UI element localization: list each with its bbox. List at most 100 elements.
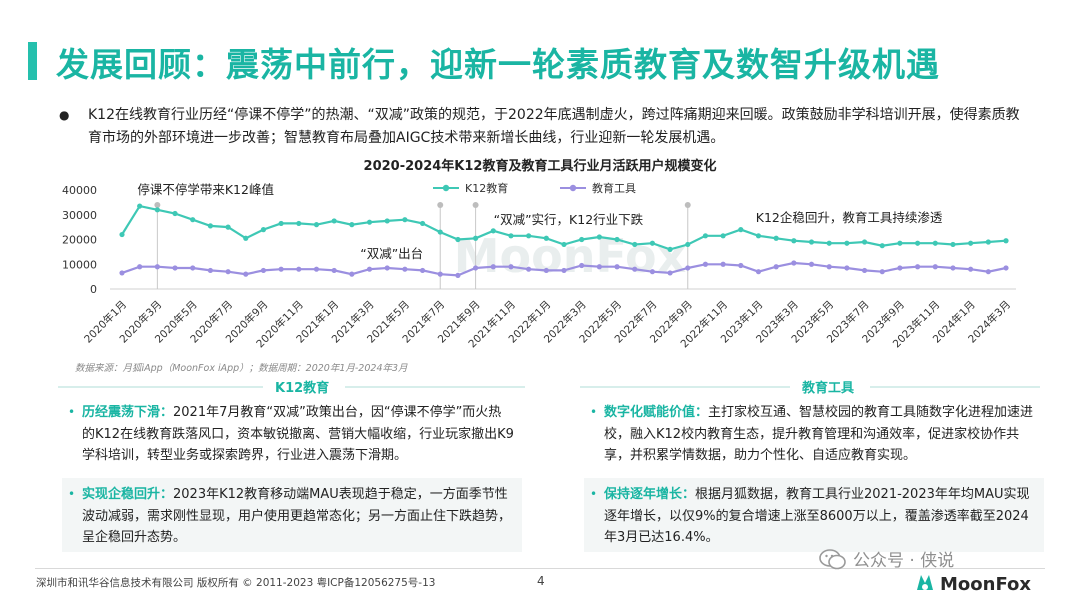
y-tick-label: 10000 bbox=[62, 258, 97, 271]
data-point bbox=[897, 240, 903, 246]
bullet-icon: ● bbox=[59, 108, 70, 122]
data-point bbox=[561, 241, 567, 248]
data-point bbox=[773, 235, 779, 241]
x-axis: 2020年1月2020年3月2020年5月2020年7月2020年9月2020年… bbox=[81, 288, 1016, 350]
data-point bbox=[137, 203, 143, 209]
data-point bbox=[667, 270, 673, 276]
moonfox-logo-icon bbox=[917, 575, 933, 590]
y-tick-label: 0 bbox=[90, 283, 97, 296]
data-point bbox=[614, 236, 620, 243]
data-point bbox=[207, 267, 213, 274]
card-text: 主打家校互通、智慧校园的教育工具随数字化进程加速进校，融入K12校内教育生态，提… bbox=[604, 405, 1034, 463]
data-point bbox=[526, 233, 532, 239]
watermark-text: MoonFox bbox=[454, 229, 687, 283]
annotation-label: “双减”实行，K12行业下跌 bbox=[494, 212, 644, 227]
data-point bbox=[932, 240, 938, 246]
panel-heading-k12: K12教育 bbox=[275, 381, 330, 396]
data-point bbox=[207, 223, 213, 229]
divider bbox=[345, 386, 525, 388]
data-point bbox=[720, 233, 726, 239]
annotation-label: “双减”出台 bbox=[360, 246, 423, 261]
annotations: 停课不停学带来K12峰值 “双减”出台 “双减”实行，K12行业下跌 K12企稳回升，… bbox=[137, 182, 943, 261]
y-axis: 0 10000 20000 30000 40000 bbox=[62, 184, 97, 296]
data-point bbox=[313, 266, 320, 272]
y-tick-label: 20000 bbox=[62, 234, 97, 247]
data-point bbox=[1003, 238, 1009, 244]
data-point bbox=[260, 267, 267, 274]
bullet-icon: • bbox=[590, 487, 598, 501]
data-point bbox=[225, 269, 231, 275]
wechat-account-label: 公众号 · 侠说 bbox=[853, 551, 955, 571]
data-point bbox=[720, 261, 726, 267]
data-point bbox=[437, 229, 443, 235]
data-point bbox=[366, 219, 373, 225]
data-point bbox=[490, 228, 496, 234]
card-lead: 数字化赋能价值： bbox=[604, 405, 709, 420]
data-point bbox=[808, 239, 815, 245]
annotation-label: K12企稳回升，教育工具持续渗透 bbox=[756, 210, 943, 225]
data-point bbox=[154, 264, 160, 270]
legend-marker bbox=[569, 184, 577, 192]
divider bbox=[58, 386, 263, 388]
divider bbox=[870, 386, 1040, 388]
data-point bbox=[950, 241, 956, 248]
title-accent-bar bbox=[28, 42, 37, 80]
footer-copyright: 深圳市和讯华谷信息技术有限公司 版权所有 © 2011-2023 粤ICP备12… bbox=[36, 577, 436, 589]
data-point bbox=[844, 240, 850, 246]
data-point bbox=[402, 266, 408, 272]
card-text: 根据月狐数据，教育工具行业2021-2023年年均MAU实现逐年增长，以仅9%的… bbox=[604, 487, 1030, 545]
data-point bbox=[826, 264, 832, 270]
data-point bbox=[915, 264, 921, 270]
data-point bbox=[1003, 265, 1009, 271]
panel-heading-tools: 教育工具 bbox=[802, 381, 855, 396]
card-lead: 保持逐年增长： bbox=[604, 487, 696, 502]
data-point bbox=[702, 233, 709, 239]
data-point bbox=[632, 241, 638, 248]
bullet-icon: • bbox=[68, 487, 76, 501]
data-point bbox=[543, 267, 549, 274]
data-point bbox=[543, 235, 549, 241]
card-k12-decline: • 历经震荡下滑：2021年7月教育“双减”政策出台，因“停课不停学”而火热的K… bbox=[68, 402, 514, 467]
legend-label: 教育工具 bbox=[592, 181, 636, 195]
legend-marker bbox=[442, 184, 450, 192]
data-point bbox=[331, 218, 337, 224]
data-point bbox=[190, 265, 196, 271]
mau-line-chart: 2020-2024年K12教育及教育工具行业月活跃用户规模变化 K12教育 教育工… bbox=[62, 158, 1016, 350]
card-k12-recovery: • 实现企稳回升：2023年K12教育移动端MAU表现趋于稳定，一方面季节性波动… bbox=[68, 484, 514, 549]
page-title: 发展回顾：震荡中前行，迎新一轮素质教育及数智升级机遇 bbox=[56, 45, 940, 84]
data-point bbox=[579, 262, 585, 269]
legend-label: K12教育 bbox=[465, 181, 508, 195]
data-point bbox=[278, 266, 284, 272]
data-point bbox=[755, 233, 762, 239]
data-point bbox=[190, 217, 196, 223]
intro-text: K12在线教育行业历经“停课不停学”的热潮、“双减”政策的规范，于2022年底遇… bbox=[88, 107, 1020, 146]
card-text: 2023年K12教育移动端MAU表现趋于稳定，一方面季节性波动减弱，需求刚性显现… bbox=[82, 487, 512, 545]
card-text: 2021年7月教育“双减”政策出台，因“停课不停学”而火热的K12在线教育跌落风… bbox=[82, 405, 514, 463]
card-tools-digital: • 数字化赋能价值：主打家校互通、智慧校园的教育工具随数字化进程加速进校，融入K… bbox=[590, 402, 1034, 467]
data-point bbox=[861, 239, 868, 245]
data-point bbox=[419, 220, 426, 227]
data-point bbox=[985, 269, 991, 275]
data-point bbox=[243, 235, 249, 241]
data-point bbox=[968, 240, 974, 246]
data-point bbox=[915, 240, 921, 246]
bullet-icon: • bbox=[590, 405, 598, 419]
data-source: 数据来源：月狐iApp（MoonFox iApp）；数据周期：2020年1月-2… bbox=[75, 363, 408, 374]
data-point bbox=[861, 267, 868, 274]
brand-name: MoonFox bbox=[940, 574, 1032, 595]
data-point bbox=[844, 265, 850, 271]
data-point bbox=[331, 267, 337, 274]
data-point bbox=[473, 235, 479, 241]
data-point bbox=[738, 227, 744, 233]
intro-paragraph: ● K12在线教育行业历经“停课不停学”的热潮、“双减”政策的规范，于2022年… bbox=[59, 104, 1022, 150]
annotation-ref-dot bbox=[154, 202, 161, 208]
card-background bbox=[584, 478, 1044, 552]
data-point bbox=[596, 234, 602, 240]
data-point bbox=[791, 260, 797, 266]
annotation-markers bbox=[154, 202, 691, 289]
data-point bbox=[632, 266, 638, 272]
data-point bbox=[508, 233, 514, 239]
chart-legend: K12教育 教育工具 bbox=[433, 181, 636, 195]
y-tick-label: 40000 bbox=[62, 184, 97, 197]
y-tick-label: 30000 bbox=[62, 209, 97, 222]
